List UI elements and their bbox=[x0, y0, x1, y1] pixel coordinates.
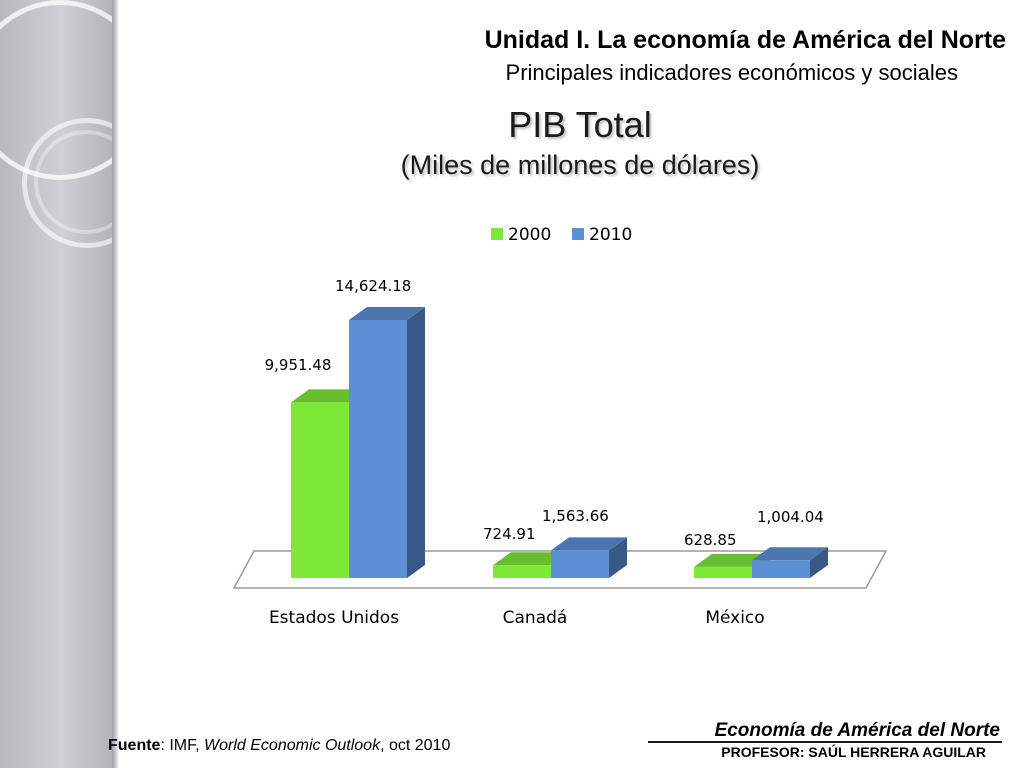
professor-name: PROFESOR: SAÚL HERRERA AGUILAR bbox=[721, 744, 986, 760]
bar-top-canada-2000 bbox=[493, 552, 569, 566]
bar-mexico-2000 bbox=[694, 566, 752, 578]
slide-title: Unidad I. La economía de América del Nor… bbox=[484, 26, 1006, 54]
source-title: World Economic Outlook bbox=[204, 737, 381, 754]
bar-estados-unidos-2010 bbox=[349, 320, 407, 578]
bar-top-mexico-2010 bbox=[752, 547, 828, 561]
data-label-mexico-2010: 1,004.04 bbox=[757, 508, 824, 526]
bar-side-mexico-2010 bbox=[810, 547, 828, 578]
course-name: Economía de América del Norte bbox=[714, 720, 1000, 741]
bar-side-canada-2010 bbox=[609, 537, 627, 578]
bar-top-estados-unidos-2010 bbox=[349, 307, 425, 320]
legend-swatch-2000 bbox=[491, 228, 503, 240]
bar-top-estados-unidos-2000 bbox=[291, 389, 367, 403]
sidebar-edge bbox=[112, 0, 118, 768]
chart-title: PIB Total bbox=[508, 104, 652, 145]
bar-mexico-2010 bbox=[752, 560, 810, 578]
bar-top-mexico-2000 bbox=[694, 553, 770, 567]
bar-side-estados-unidos-2010 bbox=[407, 307, 425, 578]
source-date: , oct 2010 bbox=[380, 737, 451, 754]
source-note: Fuente: IMF, World Economic Outlook, oct… bbox=[108, 737, 450, 755]
bar-canada-2010 bbox=[551, 550, 609, 578]
source-label: Fuente bbox=[108, 737, 161, 754]
bar-estados-unidos-2000 bbox=[291, 402, 349, 578]
legend-label-2010: 2010 bbox=[589, 225, 632, 245]
source-separator: : IMF, bbox=[160, 737, 205, 754]
sidebar-decoration bbox=[0, 0, 112, 768]
legend-label-2000: 2000 bbox=[508, 225, 551, 245]
decorative-ring bbox=[34, 130, 112, 234]
data-label-estados-unidos-2000: 9,951.48 bbox=[265, 356, 332, 374]
slide-subtitle: Principales indicadores económicos y soc… bbox=[505, 60, 958, 85]
category-label-estados-unidos: Estados Unidos bbox=[269, 608, 399, 628]
data-label-canada-2000: 724.91 bbox=[483, 525, 536, 543]
bar-canada-2000 bbox=[493, 565, 551, 578]
legend-swatch-2010 bbox=[572, 228, 584, 240]
data-label-mexico-2000: 628.85 bbox=[684, 531, 737, 549]
data-label-canada-2010: 1,563.66 bbox=[542, 507, 609, 525]
data-label-estados-unidos-2010: 14,624.18 bbox=[335, 277, 411, 295]
category-label-mexico: México bbox=[705, 608, 764, 628]
footer-divider bbox=[648, 741, 1002, 743]
category-label-canada: Canadá bbox=[503, 608, 568, 628]
bar-top-canada-2010 bbox=[551, 537, 627, 551]
chart-subtitle: (Miles de millones de dólares) bbox=[400, 150, 760, 180]
